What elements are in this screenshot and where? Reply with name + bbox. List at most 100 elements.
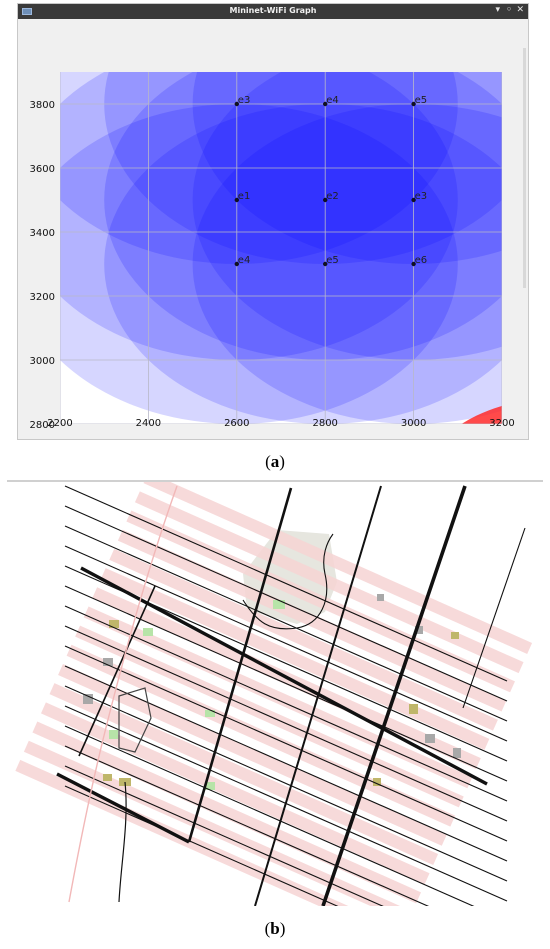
building-block-row (66, 644, 456, 827)
building-block-row (23, 740, 413, 906)
station-marker[interactable] (234, 101, 239, 107)
building-lot (143, 628, 153, 636)
minor-street (64, 765, 384, 906)
station-label: e6 (415, 255, 428, 266)
window-menu-icon[interactable] (22, 8, 32, 15)
station-label: e5 (415, 95, 428, 106)
station-range-circle (192, 72, 502, 360)
building-lot (205, 710, 215, 717)
wifi-range-plot: e3 e4 e5 e1 e2 e3 e4 e5 e6 2200 2400 2600 2800 3000 3… (30, 72, 515, 431)
street-map-panel (7, 480, 543, 906)
interchange-ramps (118, 687, 152, 753)
building-block-row (58, 663, 447, 846)
building-block-row (117, 529, 507, 712)
restore-icon[interactable]: ◦ (506, 5, 512, 15)
major-street (56, 772, 190, 844)
x-tick-label: 3000 (401, 418, 426, 429)
y-tick-label: 3000 (30, 356, 55, 367)
minor-street (64, 665, 508, 862)
station-label: e3 (415, 191, 428, 202)
building-block-row (143, 482, 533, 654)
caption-a-letter: a (270, 452, 280, 471)
minor-street (64, 585, 508, 782)
window-title: Mininet-WiFi Graph (229, 6, 317, 15)
x-tick-label: 2200 (47, 418, 72, 429)
minor-street (64, 485, 508, 682)
minor-street (64, 505, 508, 702)
building-lot (83, 694, 93, 704)
station-marker[interactable] (234, 197, 239, 203)
building-lot (409, 704, 418, 714)
street-map (15, 482, 533, 906)
station-marker[interactable] (411, 101, 416, 107)
station-label: e5 (326, 255, 339, 266)
ramp-road (118, 781, 127, 903)
station-label: e1 (238, 191, 251, 202)
minor-street (64, 625, 508, 822)
y-tick-label: 3200 (30, 292, 55, 303)
building-block-row (109, 548, 498, 731)
y-tick-label: 3400 (30, 228, 55, 239)
window-titlebar[interactable]: Mininet-WiFi Graph ▾ ◦ ✕ (18, 4, 528, 19)
avenue (254, 485, 382, 906)
station-label: e3 (238, 95, 251, 106)
caption-b-letter: b (270, 919, 280, 938)
station-marker[interactable] (323, 101, 328, 107)
minor-street (64, 645, 508, 842)
building-lot (109, 730, 118, 739)
station-marker[interactable] (323, 261, 328, 267)
minor-street (64, 525, 508, 722)
minor-street (64, 545, 508, 742)
station-range-circle (104, 104, 502, 424)
station-marker[interactable] (411, 261, 416, 267)
mininet-wifi-window: Mininet-WiFi Graph ▾ ◦ ✕ e3 e4 e5 e1 e2 e3 e4 e… (17, 3, 529, 440)
building-lot (103, 774, 112, 781)
close-icon[interactable]: ✕ (516, 5, 524, 15)
station-range-circle (192, 104, 502, 424)
caption-a: (a) (265, 452, 285, 471)
park-road (242, 533, 334, 630)
building-block-row (15, 759, 404, 906)
station-label: e4 (326, 95, 339, 106)
y-tick-label: 2800 (30, 420, 55, 431)
building-lot (103, 658, 113, 666)
building-lot (109, 620, 119, 628)
building-block-row (49, 683, 439, 865)
station-marker[interactable] (234, 261, 239, 267)
building-block-row (134, 491, 524, 674)
avenue (78, 585, 156, 757)
plot-area (60, 72, 502, 424)
minimize-icon[interactable]: ▾ (495, 5, 500, 15)
minor-street (64, 745, 430, 906)
y-tick-label: 3800 (30, 100, 55, 111)
y-tick-label: 3600 (30, 164, 55, 175)
x-tick-label: 3200 (489, 418, 514, 429)
station-range-circle (60, 104, 458, 424)
station-range-circle (60, 72, 458, 360)
minor-street (64, 725, 475, 906)
major-street (80, 566, 488, 786)
building-block-row (32, 721, 422, 904)
caption-b: (b) (264, 919, 286, 938)
building-lot (451, 632, 459, 639)
avenue (462, 527, 526, 709)
x-tick-label: 2600 (224, 418, 249, 429)
building-lot (453, 748, 461, 758)
avenue (321, 485, 467, 906)
hot-zone-circle (461, 405, 502, 424)
minor-street (64, 605, 508, 802)
station-marker[interactable] (411, 197, 416, 203)
building-lot (377, 594, 384, 601)
building-lot (273, 600, 285, 609)
building-lot (373, 778, 381, 786)
minor-street (64, 785, 339, 906)
station-label: e4 (238, 255, 251, 266)
building-lot (205, 782, 215, 790)
station-label: e2 (326, 191, 339, 202)
building-lot (415, 626, 423, 634)
x-tick-label: 2800 (312, 418, 337, 429)
station-marker[interactable] (323, 197, 328, 203)
x-tick-label: 2400 (136, 418, 161, 429)
window-edge-scrollbar[interactable] (523, 48, 526, 288)
minor-street (64, 685, 508, 882)
